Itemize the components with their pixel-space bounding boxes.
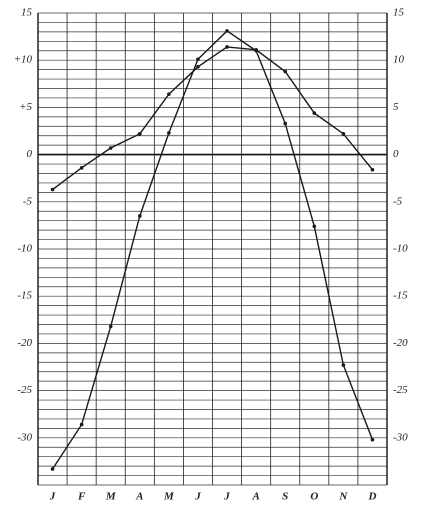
x-tick-label: O — [310, 491, 318, 503]
y2-tick-label: 0 — [393, 148, 399, 160]
y2-tick-label: -10 — [393, 243, 408, 255]
data-point — [312, 224, 317, 229]
y-tick-label: -20 — [17, 337, 32, 349]
y2-tick-label: -20 — [393, 337, 408, 349]
x-tick-label: A — [251, 491, 259, 503]
data-point — [283, 121, 288, 126]
data-point — [108, 324, 113, 329]
data-point — [108, 146, 113, 150]
data-point — [312, 111, 317, 115]
series-line — [51, 30, 374, 470]
data-point — [370, 437, 375, 442]
data-point — [341, 132, 346, 136]
data-point — [254, 48, 258, 52]
x-tick-label: N — [338, 491, 348, 503]
data-point — [225, 45, 229, 49]
series-line — [52, 46, 374, 191]
data-point — [137, 214, 142, 218]
data-point — [196, 65, 200, 69]
data-point — [167, 92, 171, 96]
y-tick-label: +5 — [19, 101, 32, 113]
y2-tick-label: -15 — [393, 290, 408, 302]
x-tick-label: S — [282, 491, 288, 503]
data-point — [196, 57, 200, 62]
y-tick-label: -10 — [17, 243, 32, 255]
x-tick-label: J — [49, 491, 56, 503]
y-tick-label: +10 — [14, 54, 33, 66]
y2-tick-label: 10 — [393, 54, 405, 66]
y-tick-label: 0 — [27, 148, 33, 160]
data-point — [167, 131, 171, 135]
y-tick-label: -5 — [23, 195, 33, 207]
x-tick-label: M — [105, 491, 117, 503]
data-point — [50, 467, 55, 471]
y-tick-label: -25 — [17, 384, 32, 396]
x-tick-label: A — [135, 491, 143, 503]
data-point — [370, 167, 375, 172]
x-tick-label: J — [223, 491, 230, 503]
y-tick-label: -15 — [17, 290, 32, 302]
data-point — [283, 69, 288, 74]
data-point — [50, 187, 55, 192]
y2-tick-label: 5 — [393, 101, 399, 113]
data-point — [137, 132, 142, 136]
x-tick-label: D — [367, 491, 376, 503]
y-tick-label: -30 — [17, 431, 32, 443]
y-tick-label: 15 — [21, 7, 33, 19]
x-tick-label: J — [194, 491, 201, 503]
x-tick-label: F — [77, 491, 86, 503]
y2-tick-label: -25 — [393, 384, 408, 396]
x-tick-label: M — [163, 491, 175, 503]
y2-tick-label: -30 — [393, 431, 408, 443]
data-point — [79, 422, 84, 427]
y2-tick-label: 15 — [393, 7, 405, 19]
y2-tick-label: -5 — [393, 195, 403, 207]
data-point — [79, 166, 84, 170]
data-point — [341, 363, 346, 367]
data-point — [225, 29, 229, 33]
